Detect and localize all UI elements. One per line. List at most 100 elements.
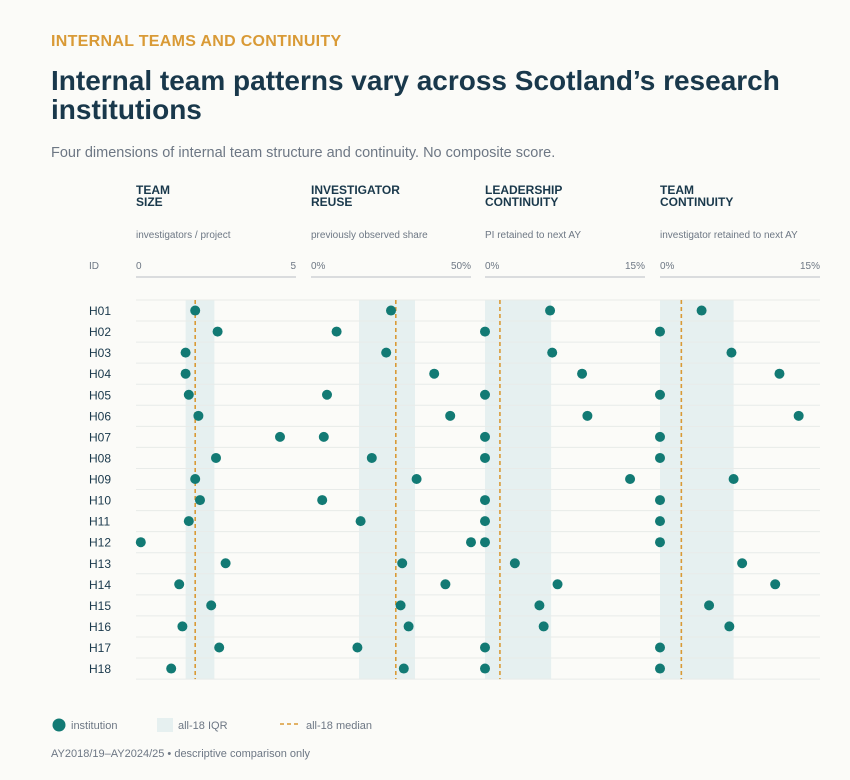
institution-dot [655, 452, 665, 463]
row-label: H15 [89, 599, 111, 613]
institution-dot [509, 558, 520, 569]
institution-dot [582, 410, 593, 421]
institution-dot [193, 410, 204, 421]
legend-institution-label: institution [71, 720, 117, 732]
tick-label-min: 0% [311, 261, 326, 272]
row-label: H11 [89, 515, 110, 529]
institution-dot [545, 305, 556, 316]
institution-dot [577, 368, 588, 379]
panel-title-4: TEAM [660, 183, 694, 197]
row-label: H05 [89, 388, 111, 402]
institution-dot [322, 389, 332, 400]
institution-dot [480, 326, 490, 337]
institution-dot [166, 663, 177, 674]
row-label: H18 [89, 662, 111, 676]
institution-dot [655, 326, 665, 337]
row-label: H01 [89, 304, 111, 318]
institution-dot [696, 305, 707, 316]
panel-subtitle-3: PI retained to next AY [485, 230, 581, 241]
institution-dot [331, 326, 342, 337]
institution-dot [212, 326, 223, 337]
institution-dot [180, 347, 191, 358]
institution-dot [395, 600, 406, 611]
institution-dot [655, 431, 665, 442]
institution-dot [655, 389, 665, 400]
institution-dot [275, 431, 285, 442]
institution-dot [386, 305, 396, 316]
institution-dot [440, 579, 451, 590]
row-label: H07 [89, 430, 111, 444]
institution-dot [480, 495, 490, 506]
tick-label-max: 5 [290, 261, 296, 272]
institution-dot [352, 642, 363, 653]
institution-dot [397, 558, 408, 569]
institution-dot [195, 495, 205, 506]
institution-dot [403, 621, 414, 632]
institution-dot [183, 389, 194, 400]
institution-dot [411, 474, 422, 485]
row-label: H13 [89, 557, 111, 571]
panel-title-3: CONTINUITY [485, 195, 558, 209]
institution-dot [190, 305, 201, 316]
panel-title-3: LEADERSHIP [485, 183, 562, 197]
institution-dot [190, 474, 201, 485]
panel-subtitle-2: previously observed share [311, 230, 428, 241]
footer-note: AY2018/19–AY2024/25 • descriptive compar… [51, 748, 311, 760]
institution-dot [429, 368, 440, 379]
legend-iqr-label: all-18 IQR [178, 720, 228, 732]
row-label: H08 [89, 451, 111, 465]
institution-dot [177, 621, 188, 632]
institution-dot [480, 389, 490, 400]
row-label: H09 [89, 473, 111, 487]
institution-dot [480, 431, 490, 442]
tick-label-min: 0% [660, 261, 675, 272]
id-column-header: ID [89, 261, 99, 272]
legend-iqr-swatch [157, 718, 173, 732]
institution-dot [355, 516, 366, 527]
row-label: H06 [89, 409, 111, 423]
tick-label-min: 0% [485, 261, 500, 272]
institution-dot [480, 642, 490, 653]
tick-label-max: 50% [451, 261, 471, 272]
institution-dot [724, 621, 735, 632]
institution-dot [774, 368, 785, 379]
legend-dot-icon [52, 718, 66, 732]
institution-dot [398, 663, 409, 674]
tick-label-max: 15% [800, 261, 820, 272]
institution-dot [793, 410, 804, 421]
institution-dot [728, 474, 739, 485]
institution-dot [534, 600, 545, 611]
institution-dot [737, 558, 748, 569]
institution-dot [183, 516, 194, 527]
legend-median-label: all-18 median [306, 720, 372, 732]
institution-dot [174, 579, 185, 590]
row-label: H04 [89, 367, 111, 381]
row-label: H02 [89, 325, 111, 339]
panel-title-2: REUSE [311, 195, 352, 209]
institution-dot [655, 516, 665, 527]
tick-label-min: 0 [136, 261, 142, 272]
institution-dot [726, 347, 737, 358]
row-label: H03 [89, 346, 111, 360]
institution-dot [366, 452, 377, 463]
institution-dot [480, 663, 490, 674]
institution-dot [381, 347, 392, 358]
institution-dot [135, 537, 146, 548]
row-label: H12 [89, 536, 111, 550]
institution-dot [625, 474, 636, 485]
panel-title-1: SIZE [136, 195, 163, 209]
institution-dot [655, 642, 665, 653]
institution-dot [655, 495, 665, 506]
institution-dot [655, 663, 665, 674]
row-label: H14 [89, 578, 111, 592]
institution-dot [211, 452, 221, 463]
institution-dot [480, 537, 490, 548]
institution-dot [655, 537, 665, 548]
institution-dot [214, 642, 225, 653]
institution-dot [445, 410, 456, 421]
institution-dot [552, 579, 563, 590]
institution-dot [466, 537, 476, 548]
institution-dot [480, 452, 490, 463]
panel-title-1: TEAM [136, 183, 170, 197]
